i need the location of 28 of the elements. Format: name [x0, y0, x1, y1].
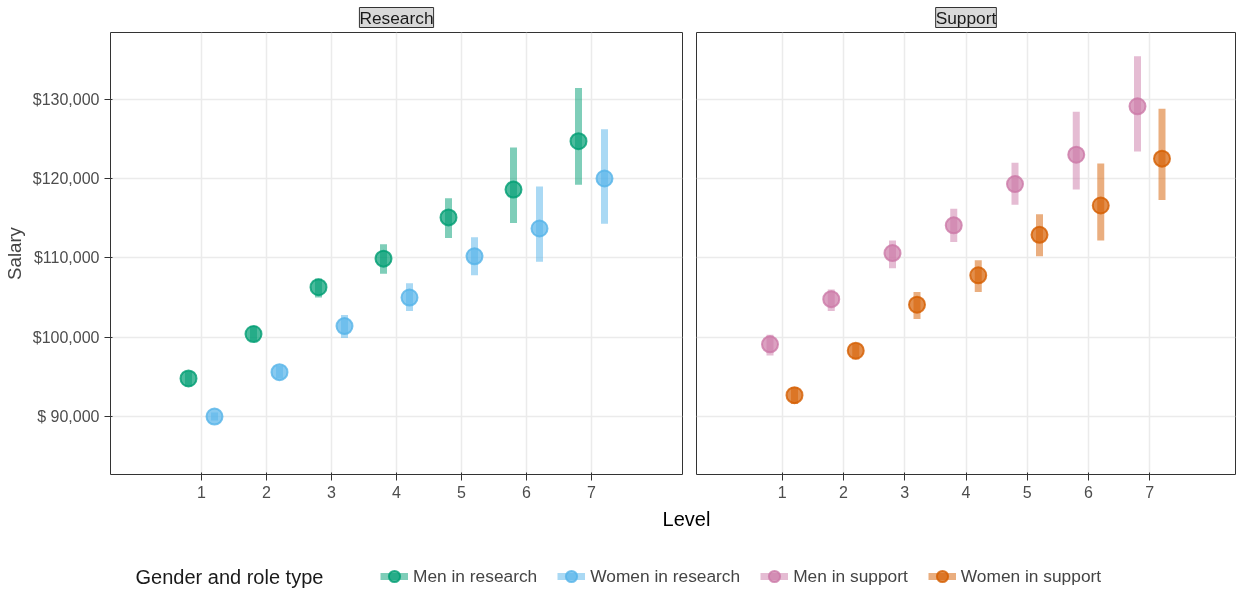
- x-tick-label: 5: [457, 483, 467, 501]
- x-tick-label: 1: [197, 483, 207, 501]
- x-tick-label: 1: [777, 483, 787, 501]
- x-tick-label: 6: [1084, 483, 1094, 501]
- chart-title: Research: [359, 7, 434, 28]
- y-tick-label: $110,000: [33, 249, 100, 267]
- x-tick-label: 7: [1145, 483, 1155, 501]
- x-tick-label: 5: [1022, 483, 1032, 501]
- y-tick-label: $120,000: [32, 170, 100, 188]
- legend-label: Women in research: [590, 565, 741, 587]
- x-tick-label: 6: [522, 483, 532, 501]
- legend-title: Gender and role type: [135, 565, 324, 588]
- x-tick-label: 2: [262, 483, 272, 501]
- chart-title: Support: [935, 7, 997, 28]
- x-axis-title: Level: [662, 507, 711, 532]
- legend-label: Women in support: [960, 565, 1102, 587]
- y-tick-label: $ 90,000: [37, 408, 100, 426]
- y-axis-title: Salary: [3, 226, 25, 280]
- y-tick-label: $130,000: [32, 90, 100, 108]
- x-tick-label: 3: [900, 483, 910, 501]
- legend-label: Men in support: [793, 565, 908, 587]
- legend-label: Men in research: [413, 565, 538, 587]
- x-tick-label: 4: [961, 483, 971, 501]
- x-tick-label: 2: [839, 483, 849, 501]
- x-tick-label: 3: [327, 483, 337, 501]
- x-tick-label: 7: [587, 483, 597, 501]
- y-tick-label: $100,000: [32, 328, 100, 346]
- x-tick-label: 4: [392, 483, 402, 501]
